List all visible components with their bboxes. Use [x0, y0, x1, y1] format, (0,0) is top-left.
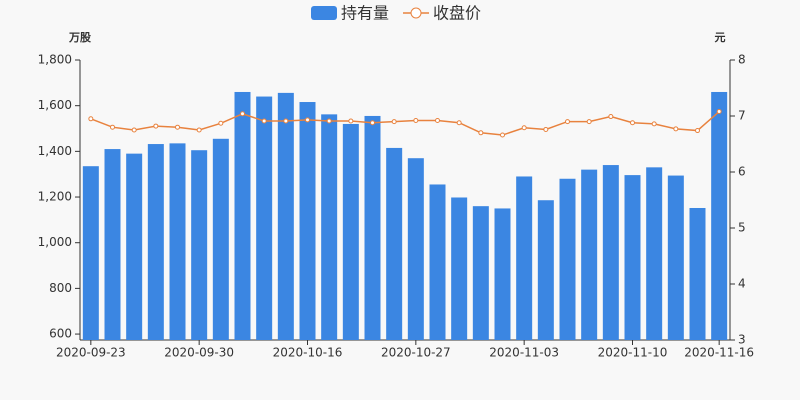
- bar: [364, 115, 381, 341]
- bar: [104, 149, 121, 340]
- legend-swatch: [410, 7, 422, 19]
- point: [261, 118, 267, 124]
- point: [456, 120, 462, 126]
- point: [565, 119, 570, 125]
- point: [521, 125, 527, 131]
- y2-tick-label: 7: [738, 109, 746, 123]
- point: [283, 118, 289, 124]
- point: [218, 120, 224, 126]
- bar: [212, 138, 229, 340]
- y-tick-label: 1,600: [38, 98, 72, 112]
- bar: [191, 150, 208, 340]
- bar: [126, 153, 143, 340]
- bar: [689, 207, 706, 340]
- x-tick-label: 2020-09-23: [56, 346, 126, 360]
- legend-swatch: [311, 6, 337, 20]
- bar: [407, 158, 424, 340]
- bar: [277, 92, 294, 340]
- point: [175, 124, 180, 130]
- bar: [429, 184, 446, 340]
- y2-tick-label: 6: [738, 165, 746, 179]
- y-tick-label: 800: [49, 281, 72, 295]
- y-axis-unit: 万股: [68, 31, 92, 44]
- legend-label: 收盘价: [433, 4, 481, 23]
- bar: [667, 175, 684, 340]
- x-tick-label: 2020-11-10: [598, 346, 668, 360]
- legend-label: 持有量: [341, 4, 389, 23]
- bar: [299, 102, 316, 341]
- y-tick-label: 1,400: [38, 144, 72, 158]
- point: [586, 119, 592, 125]
- y-tick-label: 1,800: [38, 53, 72, 67]
- bar: [602, 165, 619, 340]
- point: [131, 127, 137, 133]
- point: [326, 118, 332, 124]
- point: [608, 114, 614, 120]
- point: [478, 130, 484, 136]
- point: [88, 116, 94, 122]
- bar: [82, 166, 99, 340]
- bar: [559, 178, 576, 340]
- bar: [169, 143, 186, 340]
- x-tick-label: 2020-11-16: [684, 346, 754, 360]
- x-tick-label: 2020-09-30: [164, 346, 234, 360]
- point: [695, 128, 700, 134]
- point: [196, 127, 202, 133]
- point: [673, 126, 679, 132]
- bar: [472, 206, 489, 340]
- bar: [386, 147, 403, 340]
- bar: [494, 208, 511, 340]
- y2-axis-unit: 元: [715, 31, 726, 44]
- point: [240, 111, 245, 117]
- bar: [234, 91, 251, 340]
- bar: [711, 91, 728, 340]
- bar: [147, 144, 164, 340]
- point: [716, 109, 722, 115]
- x-tick-label: 2020-10-27: [381, 346, 451, 360]
- point: [370, 120, 375, 126]
- bar: [256, 96, 273, 340]
- y2-tick-label: 4: [738, 277, 746, 291]
- line: [90, 110, 720, 136]
- point: [500, 132, 505, 138]
- point: [305, 117, 310, 123]
- bar: [646, 167, 663, 340]
- y2-tick-label: 8: [738, 53, 746, 67]
- point: [348, 118, 354, 124]
- bar: [624, 175, 641, 340]
- point: [413, 117, 419, 123]
- x-tick-label: 2020-11-03: [489, 346, 559, 360]
- bar: [342, 123, 359, 340]
- point: [651, 121, 657, 127]
- y2-tick-label: 3: [738, 333, 746, 347]
- bar: [581, 169, 598, 340]
- y-tick-label: 1,200: [38, 190, 72, 204]
- point: [543, 126, 549, 132]
- bar: [516, 176, 533, 340]
- point: [630, 120, 635, 126]
- point: [110, 124, 115, 130]
- bar: [451, 197, 468, 340]
- point: [435, 117, 440, 123]
- bar: [537, 200, 554, 340]
- y2-tick-label: 5: [738, 221, 746, 235]
- y-tick-label: 600: [49, 327, 72, 341]
- point: [153, 123, 159, 129]
- x-tick-label: 2020-10-16: [273, 346, 343, 360]
- point: [391, 119, 397, 125]
- y-tick-label: 1,000: [38, 235, 72, 249]
- bar: [321, 114, 338, 341]
